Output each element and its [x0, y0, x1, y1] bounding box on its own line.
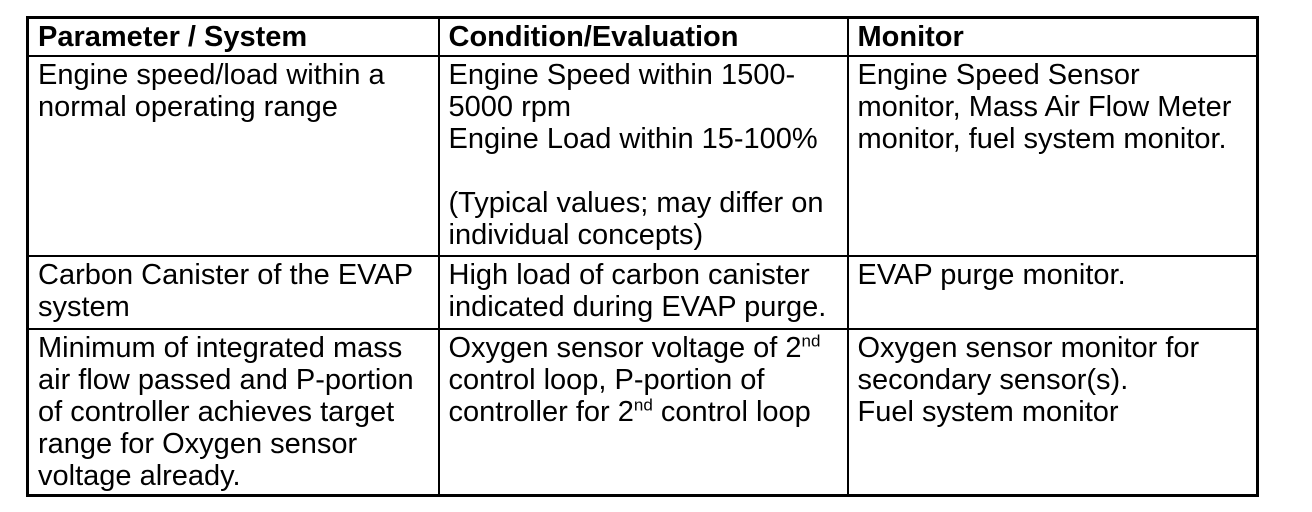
text-run: control loop, P-portion of controller fo…: [448, 364, 765, 428]
table-cell: Oxygen sensor voltage of 2nd control loo…: [437, 328, 849, 497]
column-header-monitor: Monitor: [846, 16, 1259, 57]
text-run: Engine speed/load within a normal operat…: [38, 59, 385, 123]
table-header-row: Parameter / System Condition/Evaluation …: [26, 16, 1259, 57]
text-run: Engine Speed within 1500- 5000 rpm Engin…: [448, 59, 824, 251]
table-row: Carbon Canister of the EVAP system High l…: [26, 255, 1259, 330]
table-row: Engine speed/load within a normal operat…: [26, 55, 1259, 257]
monitoring-conditions-table: Parameter / System Condition/Evaluation …: [26, 16, 1259, 497]
text-run: Oxygen sensor voltage of 2: [448, 332, 802, 364]
superscript-run: nd: [801, 331, 821, 351]
text-run: Oxygen sensor monitor for secondary sens…: [857, 332, 1200, 428]
table-cell: Carbon Canister of the EVAP system: [26, 255, 440, 330]
text-run: Engine Speed Sensor monitor, Mass Air Fl…: [857, 59, 1232, 155]
text-run: EVAP purge monitor.: [857, 259, 1126, 291]
table-cell: Oxygen sensor monitor for secondary sens…: [846, 328, 1259, 497]
table-cell: Engine speed/load within a normal operat…: [26, 55, 440, 257]
table-cell: Engine Speed within 1500- 5000 rpm Engin…: [437, 55, 849, 257]
table-cell: High load of carbon canister indicated d…: [437, 255, 849, 330]
text-run: High load of carbon canister indicated d…: [448, 259, 827, 323]
table-cell: Minimum of integrated mass air flow pass…: [26, 328, 440, 497]
table-cell: Engine Speed Sensor monitor, Mass Air Fl…: [846, 55, 1259, 257]
table-row: Minimum of integrated mass air flow pass…: [26, 328, 1259, 497]
column-header-parameter-system: Parameter / System: [26, 16, 440, 57]
text-run: Carbon Canister of the EVAP system: [38, 259, 414, 323]
column-header-condition-evaluation: Condition/Evaluation: [437, 16, 849, 57]
text-run: Minimum of integrated mass air flow pass…: [38, 332, 414, 492]
superscript-run: nd: [633, 395, 653, 415]
text-run: control loop: [652, 396, 811, 428]
table-cell: EVAP purge monitor.: [846, 255, 1259, 330]
